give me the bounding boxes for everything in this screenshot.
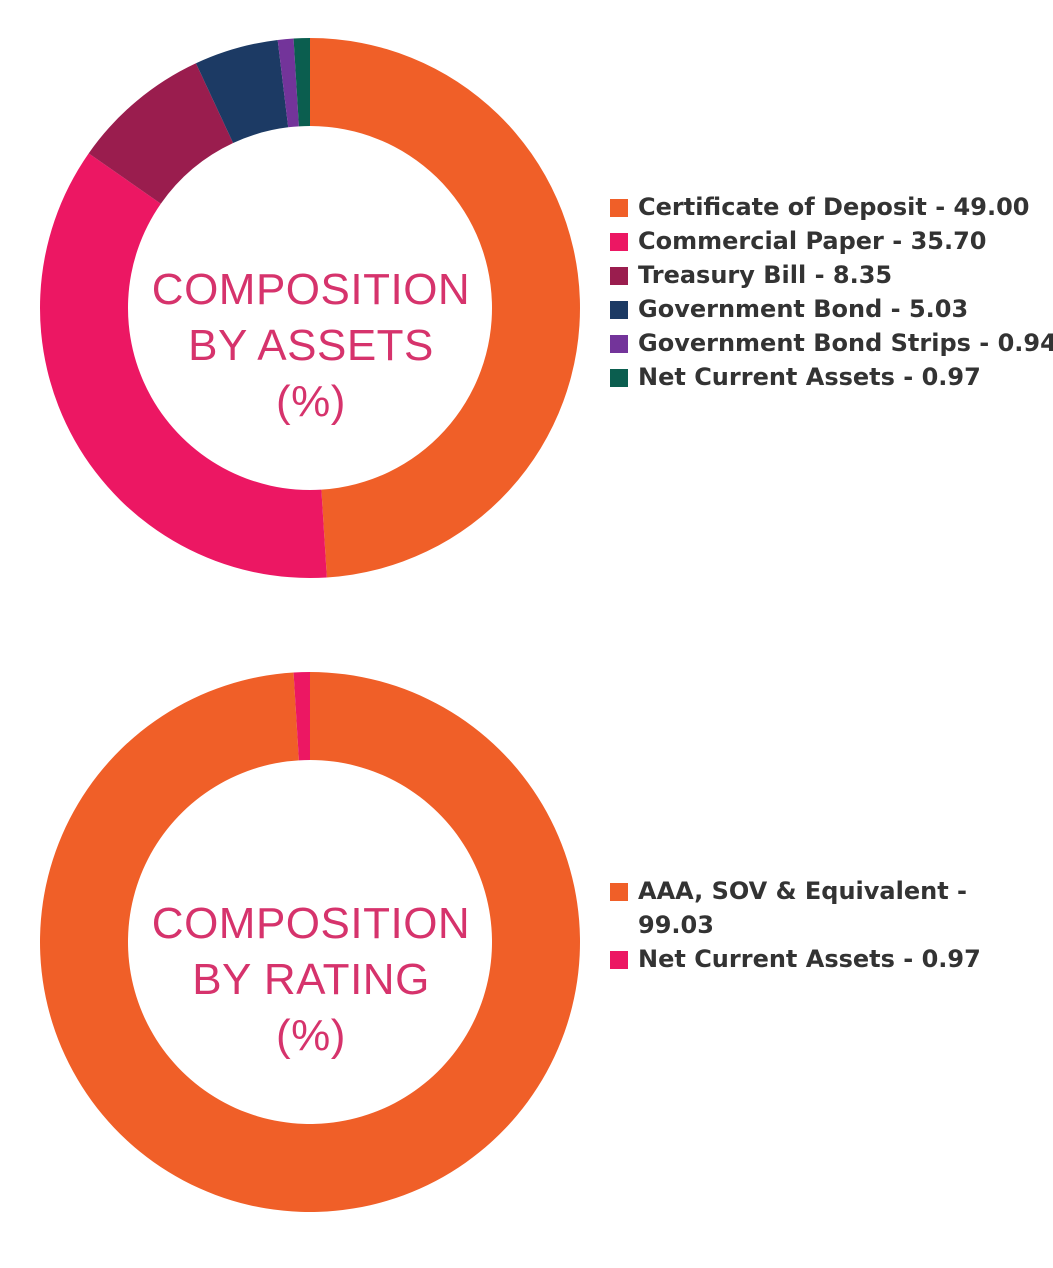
assets-legend: Certificate of Deposit - 49.00 Commercial… (610, 190, 1053, 394)
legend-swatch (610, 335, 628, 353)
rating-title-line-3: (%) (276, 1011, 346, 1060)
assets-slice-certificate-of-deposit (310, 38, 580, 578)
assets-legend-item-net-current-assets: Net Current Assets - 0.97 (610, 360, 1053, 394)
assets-donut-chart: COMPOSITION BY ASSETS (%) Certificate of… (0, 0, 1053, 600)
assets-title-line-3: (%) (276, 377, 346, 426)
legend-swatch (610, 951, 628, 969)
assets-slice-commercial-paper (39, 153, 327, 579)
legend-swatch (610, 301, 628, 319)
assets-slice-government-bond-strips (277, 38, 299, 128)
legend-label: Net Current Assets - 0.97 (638, 945, 981, 973)
legend-swatch (610, 369, 628, 387)
rating-chart-title: COMPOSITION BY RATING (%) (130, 896, 492, 1064)
assets-legend-item-government-bond-strips: Government Bond Strips - 0.94 (610, 326, 1053, 360)
assets-title-line-2: BY ASSETS (188, 321, 434, 370)
rating-slice-net-current-assets (293, 672, 310, 761)
legend-swatch (610, 233, 628, 251)
assets-slice-treasury-bill (88, 63, 234, 204)
assets-donut-svg (39, 38, 580, 579)
rating-donut-svg (40, 672, 581, 1212)
rating-legend-item-aaa-sov-equivalent: AAA, SOV & Equivalent - 99.03 (610, 874, 988, 942)
assets-chart-title: COMPOSITION BY ASSETS (%) (130, 262, 492, 430)
assets-legend-item-certificate-of-deposit: Certificate of Deposit - 49.00 (610, 190, 1053, 224)
assets-legend-item-government-bond: Government Bond - 5.03 (610, 292, 1053, 326)
assets-title-line-1: COMPOSITION (151, 265, 471, 314)
legend-label: Certificate of Deposit - 49.00 (638, 193, 1030, 221)
legend-swatch (610, 267, 628, 285)
assets-legend-item-commercial-paper: Commercial Paper - 35.70 (610, 224, 1053, 258)
rating-donut-chart: COMPOSITION BY RATING (%) AAA, SOV & Equ… (0, 634, 1053, 1234)
rating-legend: AAA, SOV & Equivalent - 99.03 Net Current… (610, 874, 988, 976)
rating-title-line-2: BY RATING (192, 955, 430, 1004)
legend-label: Government Bond - 5.03 (638, 295, 969, 323)
assets-slice-government-bond (195, 39, 289, 144)
legend-swatch (610, 883, 628, 901)
assets-slice-net-current-assets (293, 38, 310, 127)
legend-label: Commercial Paper - 35.70 (638, 227, 987, 255)
assets-legend-item-treasury-bill: Treasury Bill - 8.35 (610, 258, 1053, 292)
rating-slice-aaa-sov-equivalent (40, 672, 581, 1212)
legend-label: Treasury Bill - 8.35 (638, 261, 893, 289)
rating-title-line-1: COMPOSITION (151, 899, 471, 948)
legend-label: Government Bond Strips - 0.94 (638, 329, 1053, 357)
rating-legend-item-net-current-assets: Net Current Assets - 0.97 (610, 942, 988, 976)
legend-label: AAA, SOV & Equivalent - 99.03 (638, 877, 968, 939)
legend-swatch (610, 199, 628, 217)
legend-label: Net Current Assets - 0.97 (638, 363, 981, 391)
